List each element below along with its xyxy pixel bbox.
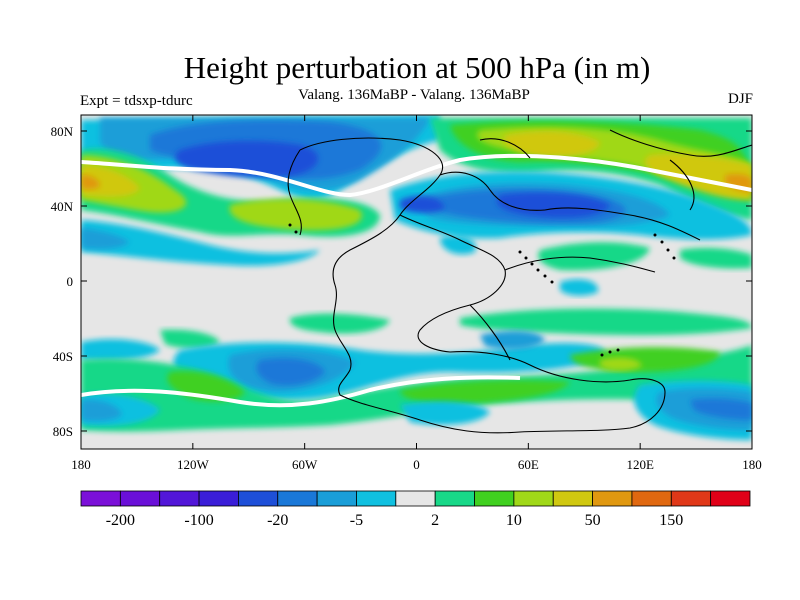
height-perturbation-field [81,115,752,449]
colorbar-swatch [395,490,436,507]
colorbar-label: 10 [506,512,522,529]
colorbar-swatch [80,490,121,507]
colorbar-swatch [356,490,397,507]
contour-region [645,153,752,200]
contour-region [81,228,130,250]
colorbar-label: 50 [585,512,601,529]
lon-tick-label: 0 [413,457,420,472]
contour-region [690,398,752,420]
zero-contour [81,153,752,198]
contour-region [160,329,220,349]
lon-tick-label: 60E [518,457,539,472]
zero-contour [81,375,521,408]
colorbar-swatch [474,490,515,507]
experiment-label: Expt = tdsxp-tdurc [80,93,193,109]
colorbar-swatch [434,490,475,507]
colorbar: -200 -100 -20 -5 2 10 50 150 [80,490,751,529]
longitude-axis: 180 120W 60W 0 60E 120E 180 [71,115,762,472]
contour-region [496,192,610,218]
contour-region [81,165,140,197]
map-title: Height perturbation at 500 hPa (in m) [183,50,651,85]
season-label: DJF [727,91,753,107]
contour-region [480,330,545,350]
contour-region [400,380,570,404]
contour-region [440,235,476,255]
lon-tick-label: 120W [177,457,210,472]
coastlines [287,129,752,434]
colorbar-label: -100 [184,512,213,529]
colorbar-label: 150 [659,512,683,529]
colorbar-swatch [198,490,239,507]
contour-region [81,399,122,422]
lat-tick-label: 80N [51,124,74,139]
colorbar-swatch [552,490,593,507]
lat-tick-label: 40S [53,349,73,364]
lat-tick-label: 40N [51,199,74,214]
colorbar-swatch [277,490,318,507]
contour-region [289,313,390,334]
colorbar-label: -20 [267,512,288,529]
map-subtitle: Valang. 136MaBP - Valang. 136MaBP [298,87,530,103]
colorbar-label: -5 [350,512,363,529]
contour-region [460,308,752,336]
contour-region [256,358,325,386]
contour-region [81,174,100,190]
contour-region [81,220,320,266]
lat-tick-label: 0 [67,274,74,289]
colorbar-swatch [513,490,554,507]
contour-region [81,339,160,361]
lat-tick-label: 80S [53,424,73,439]
colorbar-swatch [159,490,200,507]
coast-islands [288,223,676,357]
colorbar-swatch [670,490,712,507]
latitude-axis: 80N 40N 0 40S 80S [51,124,752,439]
colorbar-swatch [238,490,279,507]
contour-region [600,357,642,371]
colorbar-swatch [119,490,161,507]
contour-region [229,198,362,231]
colorbar-swatch [710,490,751,507]
contour-region [400,195,445,213]
contour-region [680,247,752,269]
colorbar-label: 2 [431,512,439,529]
colorbar-swatch [631,490,672,507]
lon-tick-label: 120E [626,457,654,472]
contour-region [400,401,490,425]
contour-region [560,279,599,296]
lon-tick-label: 180 [71,457,91,472]
contour-region [503,130,600,157]
lon-tick-label: 60W [292,457,318,472]
lon-tick-label: 180 [742,457,762,472]
colorbar-swatch [592,490,633,507]
colorbar-swatch [316,490,357,507]
colorbar-label: -200 [106,512,135,529]
